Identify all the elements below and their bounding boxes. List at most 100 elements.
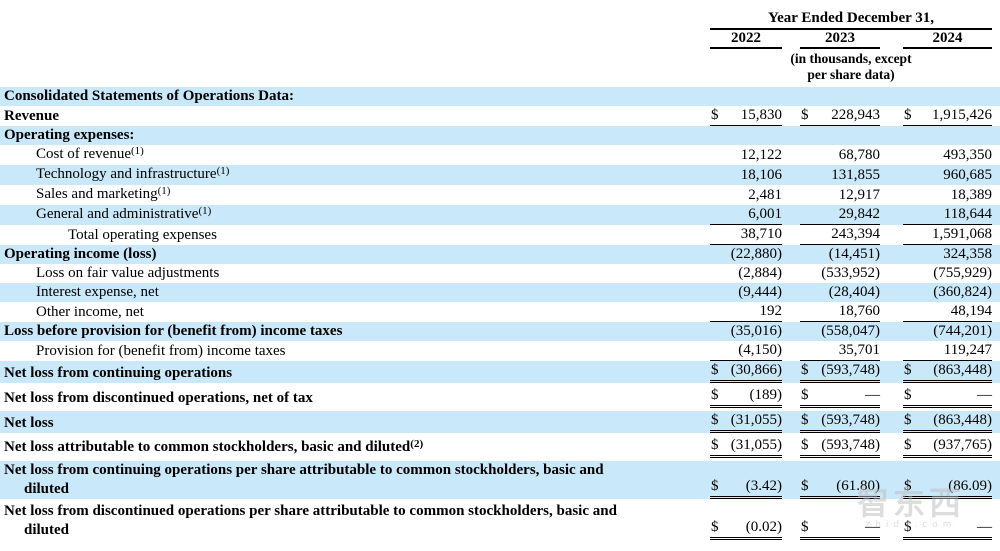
footnote-marker: (2) xyxy=(410,438,424,450)
table-row: Technology and infrastructure(1) 18,106 13… xyxy=(0,165,1000,185)
value-cell: 324,358 xyxy=(903,245,992,264)
row-label: Sales and marketing(1) xyxy=(36,185,171,202)
value: (9,444) xyxy=(738,284,782,300)
year-group-title: Year Ended December 31, xyxy=(710,10,992,30)
footnote-marker: (1) xyxy=(130,145,144,157)
value-cell: $ (593,748) xyxy=(800,361,880,383)
value-cell: 35,701 xyxy=(800,341,880,361)
table-row: Other income, net 192 18,760 48,194 xyxy=(0,302,1000,322)
value: (558,047) xyxy=(821,323,880,339)
currency-symbol: $ xyxy=(801,478,809,494)
table-row: Consolidated Statements of Operations Da… xyxy=(0,87,1000,106)
value-cell: $ (86.09) xyxy=(903,477,992,499)
value: (593,748) xyxy=(821,412,880,428)
table-row: Operating expenses: xyxy=(0,126,1000,145)
value-cell: (28,404) xyxy=(800,283,880,302)
value-cell: $ (31,055) xyxy=(710,411,782,433)
value: — xyxy=(865,519,880,535)
value: (14,451) xyxy=(828,246,880,262)
value-cell: 18,389 xyxy=(903,186,992,205)
value: 48,194 xyxy=(950,303,992,319)
value-cell: $ (593,748) xyxy=(800,411,880,433)
value: (3.42) xyxy=(745,478,782,494)
value: 15,830 xyxy=(740,107,782,123)
value-cell: $ — xyxy=(903,518,992,540)
value-cell: $ — xyxy=(903,386,992,408)
table-row: Loss on fair value adjustments (2,884) (53… xyxy=(0,264,1000,283)
currency-symbol: $ xyxy=(711,437,719,453)
value-cell: 1,591,068 xyxy=(903,225,992,245)
value: 2,481 xyxy=(748,187,782,203)
value-cell: 18,106 xyxy=(710,166,782,185)
value: (28,404) xyxy=(828,284,880,300)
value-cell: $ (3.42) xyxy=(710,477,782,499)
value-cell: 118,644 xyxy=(903,205,992,225)
value: — xyxy=(977,387,992,403)
value-cell: $228,943 xyxy=(800,106,880,126)
value-cell: (4,150) xyxy=(710,341,782,361)
value-cell: (9,444) xyxy=(710,283,782,302)
value-cell: 243,394 xyxy=(800,225,880,245)
row-label: Consolidated Statements of Operations Da… xyxy=(4,88,294,104)
value: (35,016) xyxy=(730,323,782,339)
currency-symbol: $ xyxy=(711,519,719,535)
value-cell: (2,884) xyxy=(710,264,782,283)
currency-symbol: $ xyxy=(711,107,719,123)
value-cell: 2,481 xyxy=(710,186,782,205)
currency-symbol: $ xyxy=(801,107,809,123)
value-cell: $ — xyxy=(800,386,880,408)
row-label: Operating expenses: xyxy=(4,127,135,143)
value-cell: (22,880) xyxy=(710,245,782,264)
currency-symbol: $ xyxy=(801,437,809,453)
footnote-marker: (1) xyxy=(216,165,230,177)
value: 243,394 xyxy=(831,226,880,242)
table-row: Net loss from continuing operations $ (30,… xyxy=(0,361,1000,383)
units-note: (in thousands, except per share data) xyxy=(790,51,912,82)
value-cell: 18,760 xyxy=(800,302,880,322)
row-label: Total operating expenses xyxy=(68,227,217,243)
value: (2,884) xyxy=(738,265,782,281)
value: (593,748) xyxy=(821,362,880,378)
table-row: Loss before provision for (benefit from)… xyxy=(0,322,1000,341)
value-cell: $ (863,448) xyxy=(903,361,992,383)
value-cell: $ (189) xyxy=(710,386,782,408)
value-cell: 68,780 xyxy=(800,146,880,165)
value: 1,591,068 xyxy=(932,226,992,242)
value: (360,824) xyxy=(933,284,992,300)
value: 493,350 xyxy=(943,147,992,163)
value-cell: (35,016) xyxy=(710,322,782,341)
value: (533,952) xyxy=(821,265,880,281)
value: 1,915,426 xyxy=(932,107,992,123)
table-row: Provision for (benefit from) income taxe… xyxy=(0,341,1000,361)
value-cell: (744,201) xyxy=(903,322,992,341)
value: 118,644 xyxy=(943,206,992,222)
value: (937,765) xyxy=(933,437,992,453)
value-cell: $ (937,765) xyxy=(903,436,992,458)
value: (0.02) xyxy=(745,519,782,535)
value: 228,943 xyxy=(831,107,880,123)
value: (22,880) xyxy=(730,246,782,262)
value: 38,710 xyxy=(740,226,782,242)
value: (31,055) xyxy=(730,412,782,428)
value-cell: $15,830 xyxy=(710,106,782,126)
row-label: Cost of revenue(1) xyxy=(36,145,144,162)
currency-symbol: $ xyxy=(711,362,719,378)
value-cell: (360,824) xyxy=(903,283,992,302)
value: — xyxy=(865,387,880,403)
value: 18,106 xyxy=(740,167,782,183)
value-cell: $ (863,448) xyxy=(903,411,992,433)
row-label: Net loss from discontinued operations pe… xyxy=(4,503,617,538)
table-row: Net loss from discontinued operations pe… xyxy=(0,502,1000,540)
currency-symbol: $ xyxy=(904,478,912,494)
row-label: Loss before provision for (benefit from)… xyxy=(4,323,343,339)
value: 68,780 xyxy=(838,147,880,163)
currency-symbol: $ xyxy=(904,362,912,378)
year-column-2022: 2022 xyxy=(710,30,782,49)
row-label: Technology and infrastructure(1) xyxy=(36,165,230,182)
table-row: Net loss from continuing operations per … xyxy=(0,461,1000,499)
value-cell: (558,047) xyxy=(800,322,880,341)
value: 324,358 xyxy=(943,246,992,262)
value: (30,866) xyxy=(730,362,782,378)
value: 12,917 xyxy=(838,187,880,203)
